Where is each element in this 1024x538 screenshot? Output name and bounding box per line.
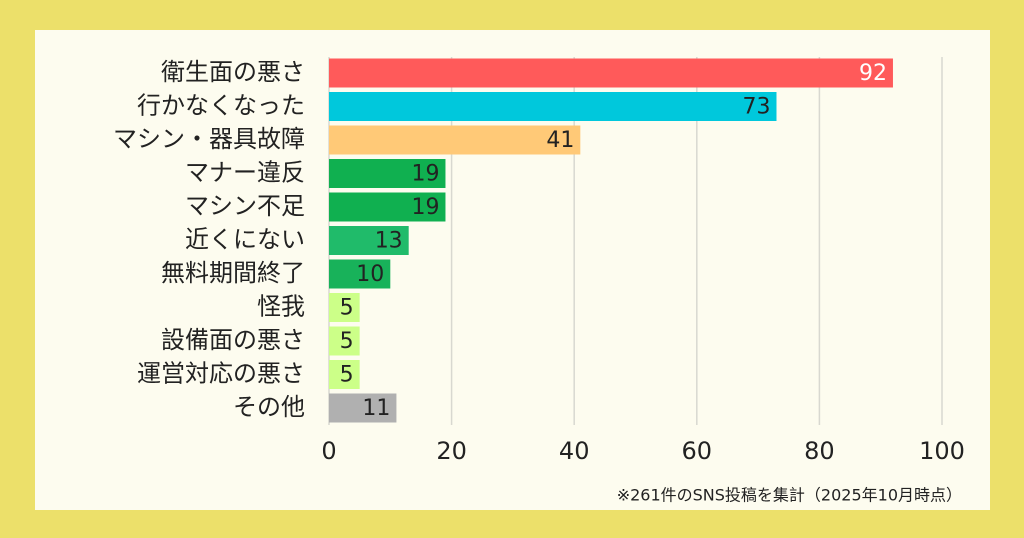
x-tick-label: 0 — [321, 437, 336, 465]
y-tick-label: マシン不足 — [185, 192, 305, 220]
value-label: 19 — [411, 162, 439, 187]
y-tick-label: その他 — [233, 393, 305, 421]
x-tick-label: 80 — [804, 437, 835, 465]
value-label: 11 — [362, 396, 390, 421]
bar — [329, 326, 360, 356]
bar — [329, 393, 397, 423]
y-tick-label: 無料期間終了 — [161, 259, 305, 287]
y-tick-label: 行かなくなった — [137, 92, 305, 120]
value-label: 92 — [859, 61, 887, 86]
x-tick-label: 20 — [436, 437, 467, 465]
value-label: 13 — [375, 229, 403, 254]
bar — [329, 259, 391, 289]
bar — [329, 159, 446, 188]
value-label: 19 — [411, 195, 439, 220]
bar — [329, 92, 777, 121]
y-tick-label: 怪我 — [257, 293, 305, 321]
bar — [329, 192, 446, 222]
value-label: 5 — [340, 363, 354, 388]
x-tick-label: 100 — [919, 437, 965, 465]
value-label: 41 — [546, 128, 574, 153]
value-label: 10 — [356, 262, 384, 287]
value-label: 73 — [742, 95, 770, 120]
y-tick-label: 運営対応の悪さ — [137, 360, 305, 388]
y-tick-label: 設備面の悪さ — [161, 326, 305, 354]
bar — [329, 293, 360, 322]
y-tick-label: 衛生面の悪さ — [161, 58, 305, 86]
value-label: 5 — [340, 329, 354, 354]
x-tick-label: 60 — [682, 437, 713, 465]
value-label: 5 — [340, 296, 354, 321]
bar — [329, 125, 581, 155]
bar — [329, 226, 409, 255]
y-tick-label: 近くにない — [185, 226, 305, 254]
bar — [329, 360, 360, 389]
x-tick-label: 40 — [559, 437, 590, 465]
y-tick-label: マシン・器具故障 — [113, 125, 305, 153]
bar — [329, 58, 893, 88]
y-tick-label: マナー違反 — [185, 159, 305, 187]
annotation: ※261件のSNS投稿を集計（2025年10月時点） — [617, 486, 962, 505]
